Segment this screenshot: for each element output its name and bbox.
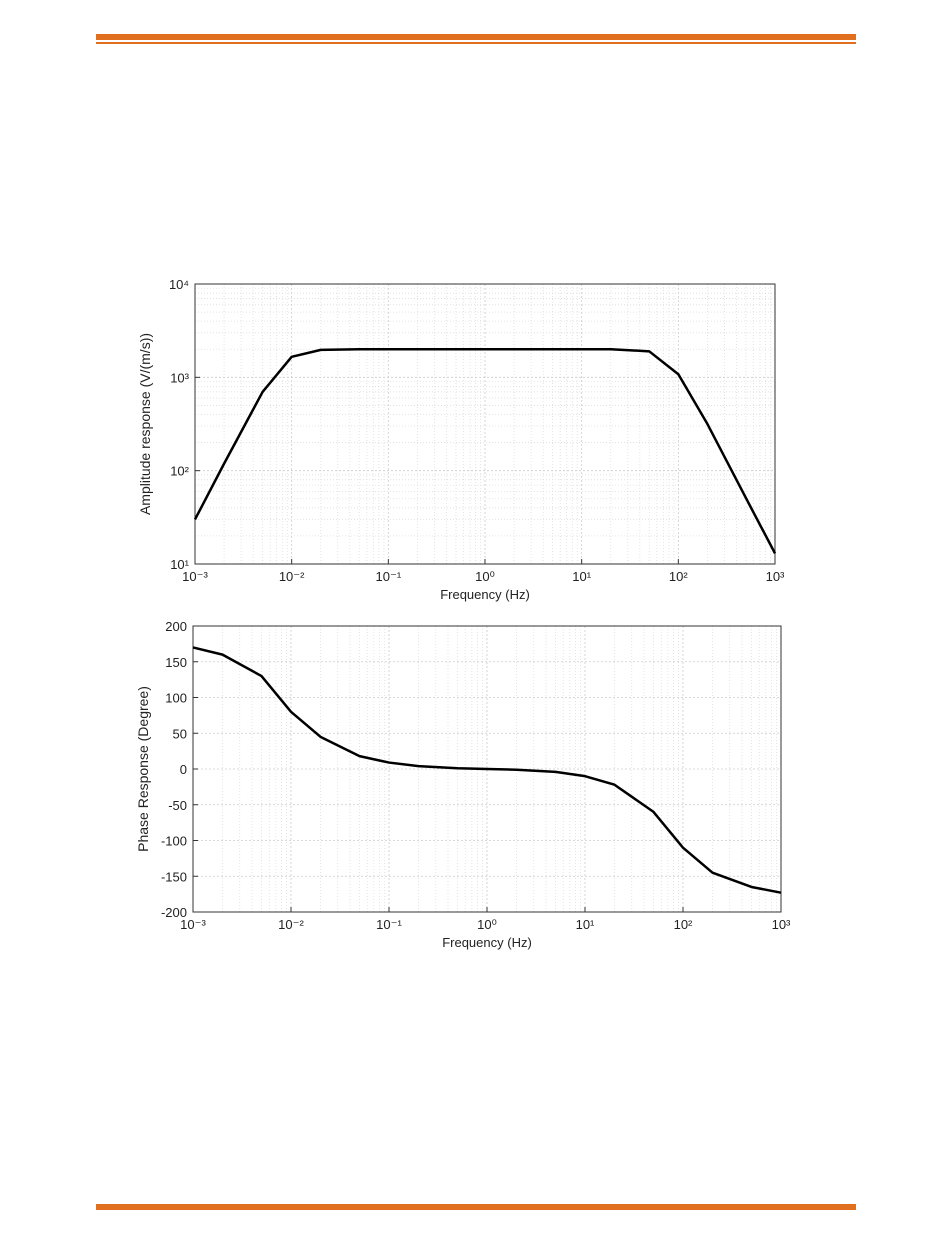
x-tick-label: 10²: [669, 569, 688, 584]
response-line: [192, 646, 782, 894]
y-tick-label: -200: [161, 905, 187, 920]
header-bar: [96, 34, 856, 40]
footer-bar: [96, 1204, 856, 1210]
y-tick-label: -150: [161, 869, 187, 884]
y-tick-label: -100: [161, 834, 187, 849]
response-line: [193, 347, 777, 554]
y-axis-label: Amplitude response (V/(m/s)): [137, 333, 153, 515]
y-tick-label: 150: [165, 655, 187, 670]
x-tick-label: 10³: [766, 569, 785, 584]
x-tick-label: 10⁻³: [182, 569, 208, 584]
x-axis-label: Frequency (Hz): [442, 935, 532, 950]
y-tick-label: 100: [165, 691, 187, 706]
y-tick-label: 10³: [170, 370, 189, 385]
y-tick-label: 0: [180, 762, 187, 777]
x-tick-label: 10⁻³: [180, 917, 206, 932]
y-axis-label: Phase Response (Degree): [135, 686, 151, 852]
plot-frame: [192, 625, 782, 913]
x-tick-label: 10⁻¹: [376, 569, 402, 584]
x-tick-label: 10³: [772, 917, 791, 932]
x-axis-label: Frequency (Hz): [440, 587, 530, 602]
x-tick-label: 10⁰: [475, 569, 495, 584]
x-tick-label: 10¹: [572, 569, 591, 584]
y-tick-label: 10⁴: [169, 277, 189, 292]
y-tick-label: -50: [168, 798, 187, 813]
header-rule: [96, 42, 856, 44]
x-tick-label: 10⁻²: [279, 569, 305, 584]
x-tick-label: 10⁻²: [278, 917, 304, 932]
x-tick-label: 10¹: [576, 917, 595, 932]
x-tick-label: 10⁻¹: [376, 917, 402, 932]
plot-frame: [194, 283, 776, 565]
x-tick-label: 10²: [674, 917, 693, 932]
y-tick-label: 10¹: [170, 557, 189, 572]
y-tick-label: 10²: [170, 464, 189, 479]
x-tick-label: 10⁰: [477, 917, 497, 932]
y-tick-label: 50: [173, 726, 187, 741]
y-tick-label: 200: [165, 619, 187, 634]
